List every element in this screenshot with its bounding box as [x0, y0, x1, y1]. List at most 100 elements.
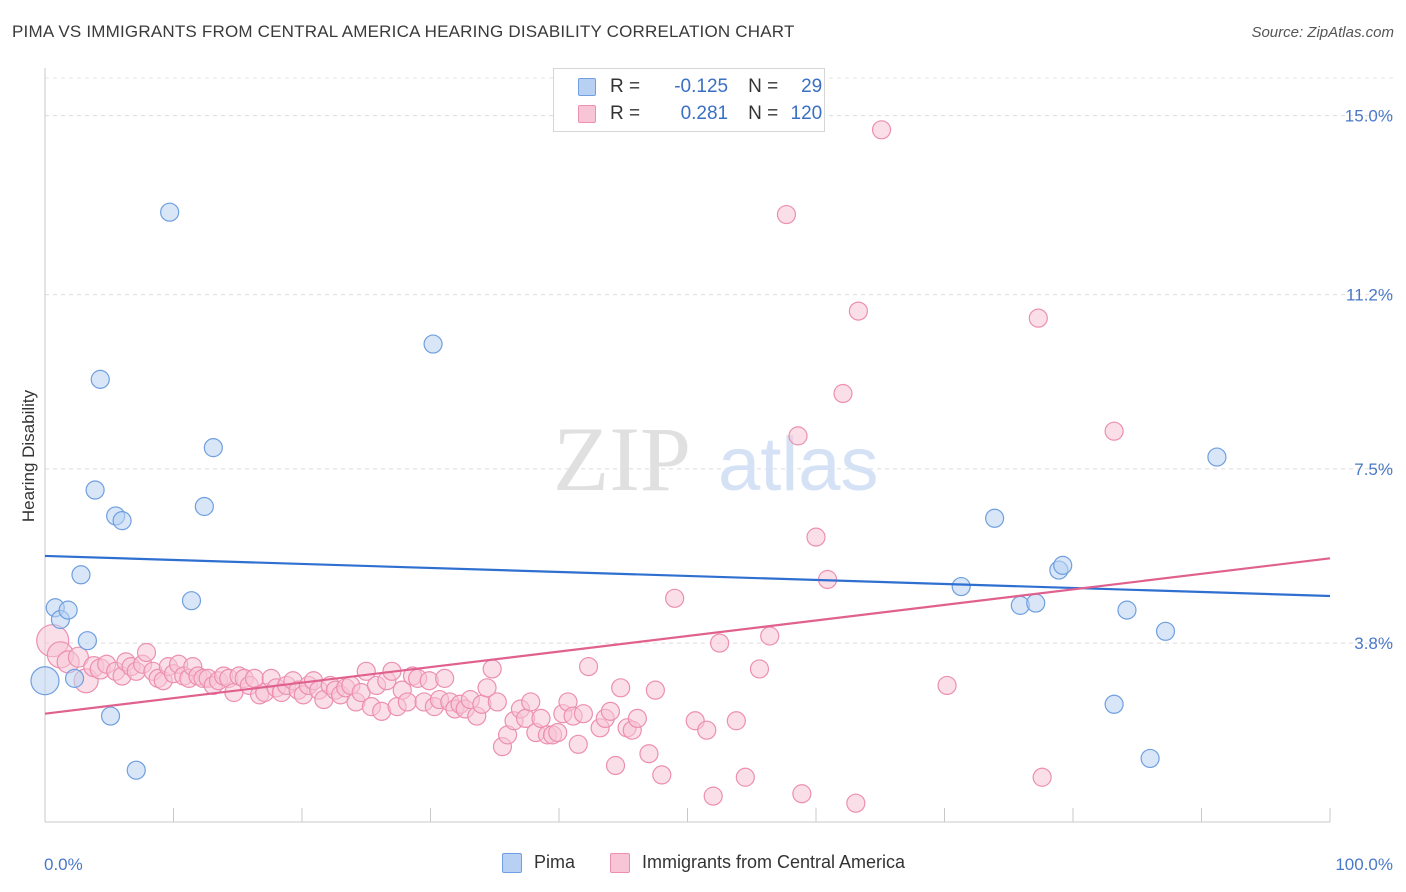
y-axis-label: Hearing Disability	[19, 389, 38, 522]
point-immigrants	[578, 657, 599, 677]
point-pima	[1026, 593, 1046, 613]
point-immigrants	[703, 786, 723, 806]
point-immigrants	[792, 784, 812, 804]
point-immigrants	[521, 692, 541, 712]
point-pima	[64, 668, 85, 688]
legend-n-label: N =	[748, 103, 779, 124]
trend-line-pima	[44, 554, 1331, 598]
point-pima	[1140, 748, 1160, 769]
point-immigrants	[645, 680, 665, 700]
point-pima	[77, 631, 98, 651]
point-immigrants	[1028, 308, 1048, 328]
point-pima	[85, 480, 105, 500]
point-pima	[1053, 555, 1073, 575]
point-immigrants	[573, 704, 594, 724]
point-immigrants	[726, 711, 746, 731]
point-immigrants	[760, 626, 780, 646]
point-immigrants	[735, 767, 755, 787]
point-immigrants	[788, 426, 808, 446]
watermark-zip: ZIP	[553, 408, 691, 510]
point-immigrants	[833, 383, 853, 404]
series-label-pima: Pima	[534, 852, 576, 872]
legend-n-value-pima: 29	[801, 76, 823, 97]
legend-swatch-pima	[578, 78, 596, 96]
point-immigrants	[806, 527, 826, 547]
trend-line-immigrants	[44, 557, 1331, 715]
point-immigrants	[871, 120, 892, 140]
point-pima	[423, 334, 443, 354]
series-swatch-pima	[502, 852, 522, 873]
legend-swatch-immigrants	[578, 105, 596, 123]
x-tick-label-max: 100.0%	[1335, 855, 1393, 874]
source-credit: Source: ZipAtlas.com	[1251, 24, 1394, 41]
point-pima	[203, 438, 223, 458]
point-immigrants	[548, 722, 568, 743]
legend-row-immigrants: R = 0.281 N = 120	[578, 102, 822, 126]
point-immigrants	[639, 744, 659, 764]
point-immigrants	[937, 675, 957, 696]
point-immigrants	[776, 204, 797, 225]
legend-r-value-immigrants: 0.281	[680, 103, 729, 124]
point-pima	[194, 496, 214, 517]
point-immigrants	[1032, 767, 1052, 787]
legend-row-pima: R = -0.125 N = 29	[578, 75, 822, 99]
point-pima	[90, 369, 110, 389]
point-immigrants	[697, 720, 717, 740]
point-pima	[985, 508, 1005, 528]
point-pima	[160, 202, 180, 222]
point-immigrants	[136, 642, 157, 663]
legend-n-value-immigrants: 120	[790, 103, 823, 124]
legend-r-label: R =	[610, 103, 641, 124]
axes	[44, 68, 1331, 823]
grid-lines	[45, 77, 1395, 644]
x-tick-label-min: 0.0%	[44, 855, 83, 874]
series-legend-immigrants[interactable]: Immigrants from Central America	[610, 852, 905, 873]
point-pima	[1207, 447, 1227, 467]
y-tick-label: 7.5%	[1354, 460, 1393, 479]
point-immigrants	[652, 765, 672, 785]
point-immigrants	[435, 668, 455, 688]
point-immigrants	[611, 678, 631, 698]
series-swatch-immigrants	[610, 852, 630, 873]
point-pima	[100, 706, 121, 726]
point-immigrants	[605, 755, 626, 776]
legend-n-label: N =	[748, 76, 779, 97]
point-pima	[112, 511, 132, 531]
correlation-legend: R = -0.125 N = 29 R = 0.281 N = 120	[553, 68, 825, 132]
point-immigrants	[531, 708, 551, 729]
point-immigrants	[846, 793, 866, 813]
data-points	[30, 120, 1227, 813]
point-immigrants	[665, 588, 685, 608]
point-immigrants	[477, 678, 497, 698]
y-tick-label: 15.0%	[1345, 107, 1393, 126]
y-tick-label: 3.8%	[1354, 634, 1393, 653]
x-tick-labels: 0.0% 100.0%	[44, 855, 1393, 874]
point-pima	[1117, 600, 1137, 620]
y-tick-label: 11.2%	[1346, 286, 1393, 305]
point-immigrants	[749, 659, 770, 679]
chart-title: PIMA VS IMMIGRANTS FROM CENTRAL AMERICA …	[12, 22, 795, 41]
point-pima	[58, 600, 78, 620]
series-legend-pima[interactable]: Pima	[502, 852, 575, 873]
point-pima	[951, 576, 971, 597]
point-immigrants	[848, 301, 869, 321]
legend-r-value-pima: -0.125	[674, 76, 729, 97]
point-immigrants	[487, 692, 507, 712]
point-immigrants	[710, 633, 730, 653]
point-pima	[1155, 621, 1176, 641]
point-pima	[1104, 694, 1124, 714]
point-immigrants	[67, 646, 90, 668]
point-immigrants	[1104, 421, 1124, 441]
point-pima	[126, 760, 146, 780]
series-label-immigrants: Immigrants from Central America	[642, 852, 906, 872]
point-immigrants	[482, 659, 502, 679]
point-immigrants	[600, 701, 621, 721]
point-immigrants	[627, 708, 647, 729]
legend-r-label: R =	[610, 76, 641, 97]
point-pima	[30, 666, 60, 696]
point-pima	[181, 591, 202, 611]
point-pima	[71, 565, 91, 585]
trend-lines	[44, 554, 1331, 715]
point-immigrants	[397, 692, 417, 712]
